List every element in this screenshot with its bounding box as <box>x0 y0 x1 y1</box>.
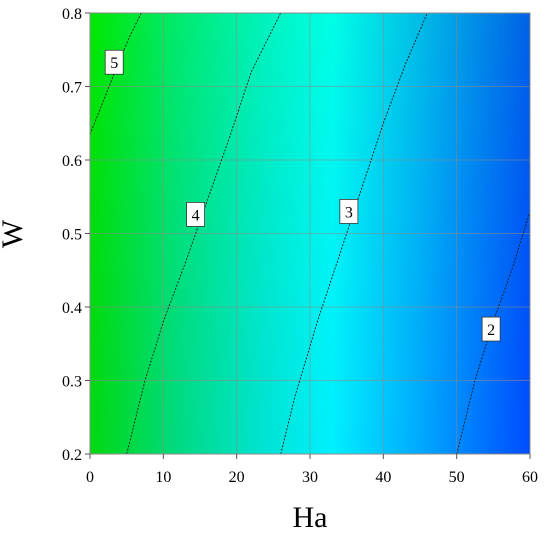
contour-label-3: 3 <box>339 199 359 224</box>
y-tick-label: 0.2 <box>62 447 82 464</box>
contour-label-4: 4 <box>186 201 206 227</box>
contour-line-5 <box>89 12 142 135</box>
contour-label-text: 2 <box>487 322 495 339</box>
contour-labels: 5 4 3 2 <box>104 49 501 342</box>
contour-label-box <box>186 201 206 227</box>
x-axis-title: Ha <box>293 501 328 534</box>
contour-label-box <box>339 199 359 224</box>
x-tick-label: 20 <box>229 469 245 486</box>
contour-label-5: 5 <box>104 49 124 75</box>
contour-label-2: 2 <box>481 316 501 342</box>
y-axis-ticks: 0.2 0.3 0.4 0.5 0.6 0.7 0.8 <box>62 6 90 464</box>
x-tick-label: 30 <box>302 469 318 486</box>
x-tick-label: 60 <box>522 469 538 486</box>
y-tick-label: 0.3 <box>62 374 82 391</box>
contour-label-text: 5 <box>110 55 118 72</box>
y-tick-label: 0.7 <box>62 80 82 97</box>
contour-label-text: 4 <box>192 207 200 224</box>
x-tick-label: 10 <box>155 469 171 486</box>
y-tick-label: 0.4 <box>62 300 82 317</box>
y-axis-title: W <box>0 219 29 248</box>
x-tick-label: 0 <box>86 469 94 486</box>
y-tick-label: 0.6 <box>62 153 82 170</box>
contour-label-box <box>481 316 501 342</box>
x-axis-ticks: 0 10 20 30 40 50 60 <box>86 454 538 486</box>
x-tick-label: 50 <box>449 469 465 486</box>
y-tick-label: 0.8 <box>62 6 82 23</box>
contour-label-box <box>104 49 124 75</box>
x-tick-label: 40 <box>375 469 391 486</box>
y-tick-label: 0.5 <box>62 227 82 244</box>
contour-label-text: 3 <box>345 204 353 221</box>
